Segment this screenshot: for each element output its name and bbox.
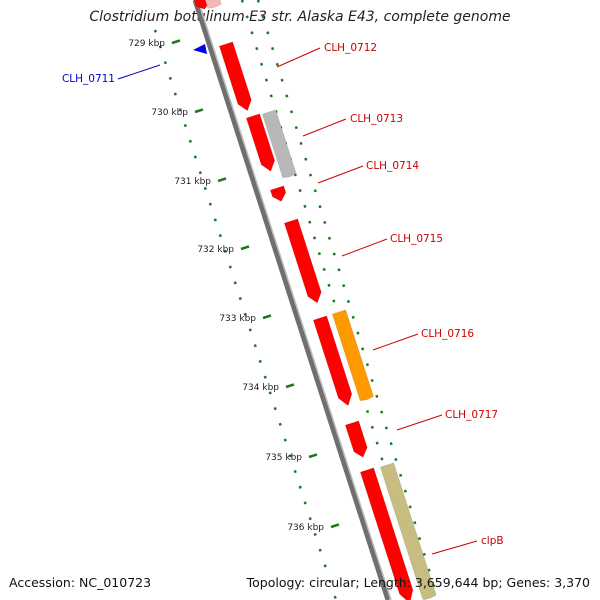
gene-arrow-clpB-strand[interactable] (359, 467, 414, 600)
gene-block-CLH_0716[interactable] (331, 309, 374, 402)
kbp-label-734: 734 kbp (242, 383, 279, 393)
kbp-tick-730 (194, 108, 204, 114)
kbp-label-730: 730 kbp (151, 108, 188, 118)
gene-label-CLH_0716[interactable]: CLH_0716 (421, 328, 474, 340)
leader-line-CLH_0714 (317, 165, 364, 184)
kbp-tick-736 (330, 523, 340, 529)
gene-label-clpB[interactable]: clpB (481, 535, 504, 547)
gene-arrow-CLH_0717[interactable] (344, 420, 368, 458)
leader-line-CLH_0715 (341, 238, 388, 257)
gene-arrow-CLH_0711[interactable] (193, 44, 207, 54)
gene-arrow-CLH_0715[interactable] (283, 218, 322, 304)
kbp-tick-733 (262, 314, 272, 320)
gene-label-CLH_0714[interactable]: CLH_0714 (366, 160, 419, 172)
gene-arrow-CLH_0714[interactable] (269, 185, 287, 202)
kbp-tick-734 (285, 383, 295, 389)
outer-track-guide-right (256, 0, 440, 600)
kbp-label-736: 736 kbp (287, 523, 324, 533)
kbp-tick-729 (171, 39, 181, 45)
gene-block-CLH_0713[interactable] (261, 109, 297, 179)
gene-arrow-CLH_0716-strand[interactable] (312, 315, 353, 407)
topology-text: Topology: circular; Length: 3,659,644 bp… (246, 575, 590, 590)
kbp-tick-735 (308, 453, 318, 459)
leader-line-CLH_0712 (276, 47, 321, 68)
gene-label-CLH_0711[interactable]: CLH_0711 (62, 73, 115, 85)
accession-text: Accession: NC_010723 (9, 575, 152, 590)
gene-label-CLH_0713[interactable]: CLH_0713 (350, 113, 403, 125)
kbp-label-735: 735 kbp (265, 453, 302, 463)
gene-arrow-CLH_0713-strand[interactable] (245, 113, 275, 172)
kbp-label-732: 732 kbp (197, 245, 234, 255)
kbp-label-731: 731 kbp (174, 177, 211, 187)
genome-backbone (192, 0, 392, 600)
leader-line-CLH_0717 (396, 414, 443, 431)
map-title: Clostridium botulinum E3 str. Alaska E43… (89, 9, 511, 25)
gene-block-clpB[interactable] (379, 462, 437, 600)
kbp-label-729: 729 kbp (128, 39, 165, 49)
outer-track-guide-left (240, 0, 427, 600)
leader-line-CLH_0713 (302, 118, 347, 137)
leader-line-clpB (431, 540, 478, 555)
kbp-ruler-line (153, 29, 338, 600)
gene-label-CLH_0715[interactable]: CLH_0715 (390, 233, 443, 245)
gene-block-top-fragment[interactable] (203, 0, 222, 9)
leader-line-CLH_0711 (117, 64, 161, 80)
gene-label-CLH_0712[interactable]: CLH_0712 (324, 42, 377, 54)
kbp-tick-731 (217, 177, 227, 183)
kbp-label-733: 733 kbp (219, 314, 256, 324)
gene-arrow-CLH_0712[interactable] (218, 41, 252, 112)
leader-line-CLH_0716 (372, 333, 419, 351)
gene-label-CLH_0717[interactable]: CLH_0717 (445, 409, 498, 421)
kbp-tick-732 (240, 245, 250, 251)
